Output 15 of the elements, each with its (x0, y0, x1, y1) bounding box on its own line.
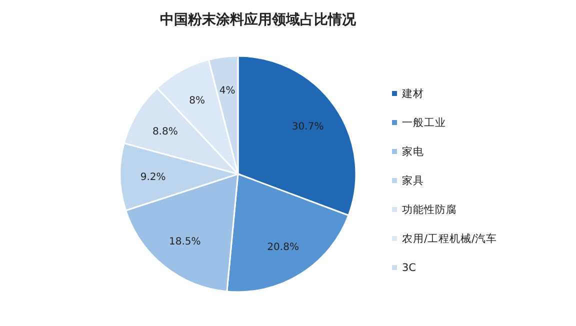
data-label: 8% (189, 96, 206, 107)
data-label: 4% (219, 86, 236, 97)
legend-label: 家电 (402, 145, 424, 158)
data-label: 8.8% (152, 126, 178, 138)
legend-label: 农用/工程机械/汽车 (402, 232, 498, 245)
legend-label: 家具 (402, 174, 424, 187)
chart-title: 中国粉末涂料应用领域占比情况 (160, 11, 357, 28)
data-label: 30.7% (292, 122, 324, 133)
data-label: 20.8% (267, 242, 299, 254)
legend-label: 一般工业 (402, 116, 446, 129)
legend-label: 建材 (401, 87, 424, 100)
data-label: 9.2% (140, 172, 166, 184)
legend-label: 功能性防腐 (402, 203, 457, 216)
legend-label: 3C (402, 262, 416, 274)
data-label: 18.5% (168, 236, 201, 248)
